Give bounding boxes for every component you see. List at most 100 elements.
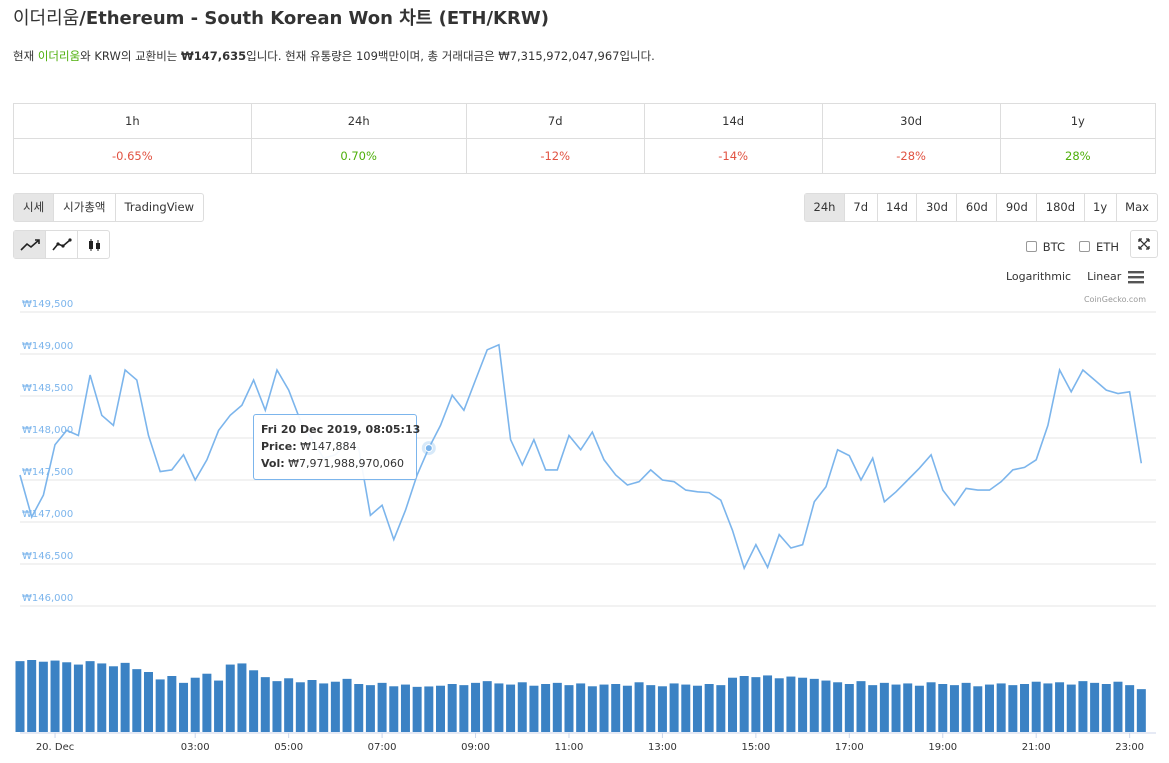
volume-bar [1066, 684, 1076, 732]
volume-bar [798, 677, 808, 732]
volume-bar [50, 660, 60, 732]
tooltip-label: Vol: [261, 457, 285, 470]
period-header: 7d [465, 103, 645, 139]
volume-bar [284, 678, 294, 732]
x-tick-label: 21:00 [1022, 742, 1051, 753]
hover-marker [424, 444, 433, 453]
volume-bar [459, 685, 469, 732]
volume-bar [669, 683, 679, 732]
y-tick-label: ₩147,000 [22, 509, 73, 520]
checkbox-label: ETH [1096, 240, 1119, 254]
y-tick-label: ₩147,500 [22, 467, 73, 478]
volume-bar [1008, 685, 1018, 732]
volume-bar [202, 673, 212, 732]
volume-bar [903, 683, 913, 732]
volume-bar [1090, 682, 1100, 732]
volume-bar [587, 686, 597, 732]
range-button[interactable]: 1y [1083, 194, 1116, 221]
fullscreen-button[interactable] [1130, 230, 1158, 258]
volume-bar [552, 682, 562, 732]
change-value: 28% [999, 138, 1157, 174]
scale-option[interactable]: Logarithmic [1006, 270, 1072, 283]
range-button[interactable]: 180d [1036, 194, 1083, 221]
period-header: 1y [999, 103, 1157, 139]
range-button[interactable]: 7d [843, 194, 877, 221]
volume-bar [1055, 682, 1065, 732]
line-chart-button[interactable] [14, 231, 45, 258]
volume-bar [120, 662, 130, 732]
compare-checkbox[interactable]: ETH [1079, 240, 1119, 254]
volume-bar [938, 684, 948, 732]
volume-bar [809, 678, 819, 732]
price-line [19, 343, 1143, 571]
volume-bar [751, 677, 761, 732]
volume-bar [1031, 681, 1041, 732]
x-tick-label: 13:00 [648, 742, 677, 753]
volume-bar [506, 684, 516, 732]
volume-bar [249, 670, 259, 732]
volume-bar [190, 677, 200, 732]
scale-option[interactable]: Linear [1087, 270, 1122, 283]
chart-menu[interactable] [1127, 269, 1145, 288]
candlestick-button[interactable] [77, 231, 109, 258]
coin-link[interactable]: 이더리움 [37, 49, 81, 63]
volume-bar [354, 684, 364, 732]
volume-bar [833, 682, 843, 732]
volume-bar [319, 683, 329, 732]
x-tick-label: 23:00 [1115, 742, 1144, 753]
volume-bar [692, 685, 702, 732]
change-value: -14% [643, 138, 823, 174]
x-tick-label: 03:00 [181, 742, 210, 753]
compare-checkbox[interactable]: BTC [1025, 240, 1065, 254]
summary: 현재 이더리움와 KRW의 교환비는 ₩147,635입니다. 현재 유통량은 … [13, 48, 655, 64]
volume-bar [774, 678, 784, 732]
volume-bar [1043, 683, 1053, 732]
volume-bar [996, 683, 1006, 732]
volume-bar [541, 684, 551, 732]
volume-bar [482, 681, 492, 732]
x-tick-label: 05:00 [274, 742, 303, 753]
y-tick-label: ₩148,500 [22, 383, 73, 394]
summary-text: 입니다. 현재 유통량은 109백만이며, 총 거래대금은 ₩7,315,972… [246, 49, 655, 63]
checkbox[interactable] [1079, 241, 1091, 252]
range-button[interactable]: 60d [956, 194, 996, 221]
volume-bar [657, 686, 667, 732]
ohlc-line-button[interactable] [45, 231, 77, 258]
volume-bar [85, 661, 95, 732]
tab[interactable]: TradingView [114, 194, 203, 221]
range-button[interactable]: 30d [916, 194, 956, 221]
tabs: 시세 시가총액 TradingView [13, 193, 204, 222]
change-value: -28% [821, 138, 1001, 174]
summary-text: 와 KRW의 교환비는 [80, 49, 182, 63]
tooltip-time: Fri 20 Dec 2019, 08:05:13 [261, 423, 421, 436]
table-row: -0.65% 0.70% -12% -14% -28% 28% [13, 138, 1157, 174]
scale-options: Logarithmic Linear [1006, 270, 1121, 283]
icon [51, 237, 72, 251]
volume-bar [949, 685, 959, 732]
checkbox[interactable] [1025, 241, 1037, 252]
range-button[interactable]: 90d [996, 194, 1036, 221]
change-table: 1h 24h 7d 14d 30d 1y -0.65% 0.70% -12% -14% -28% 28… [13, 103, 1157, 174]
volume-bar [73, 664, 83, 732]
tab[interactable]: 시가총액 [53, 194, 114, 221]
range-button[interactable]: Max [1115, 194, 1158, 221]
change-value: -0.65% [13, 138, 252, 174]
icon [1128, 271, 1144, 284]
volume-bar [1125, 685, 1135, 732]
volume-bar [225, 664, 235, 732]
volume-bar [576, 683, 586, 732]
tab[interactable]: 시세 [14, 194, 54, 221]
period-header: 30d [821, 103, 1001, 139]
range-button[interactable]: 14d [876, 194, 917, 221]
range-button[interactable]: 24h [805, 194, 844, 221]
volume-bar [27, 660, 37, 732]
volume-bar [1136, 689, 1146, 732]
volume-bar [15, 661, 25, 732]
volume-bar [447, 684, 457, 732]
volume-bar [62, 662, 72, 732]
page-title: 이더리움/Ethereum - South Korean Won 차트 (ETH… [13, 4, 549, 30]
icon [19, 238, 40, 251]
volume-bar [529, 685, 539, 732]
volume-bar [330, 681, 340, 732]
